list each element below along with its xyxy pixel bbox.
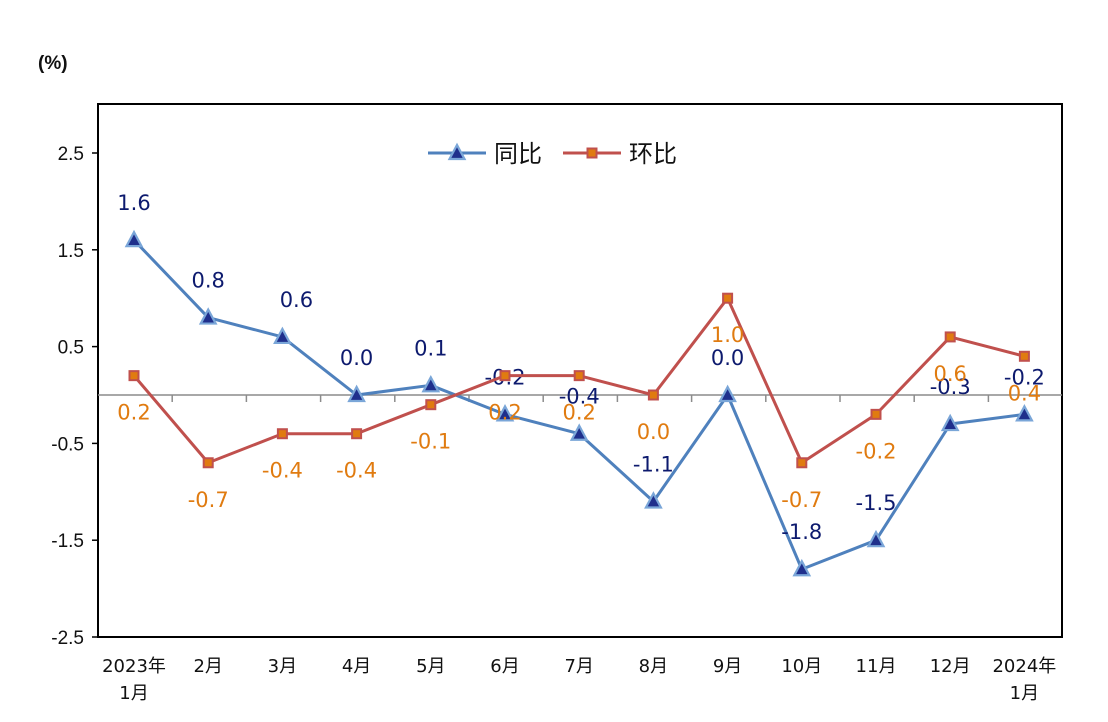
data-label: 0.6 <box>280 288 313 312</box>
mom-marker <box>202 457 214 469</box>
mom-marker <box>647 389 659 401</box>
mom-marker <box>128 370 140 382</box>
x-tick-label: 10月 <box>781 656 822 677</box>
data-label: -1.8 <box>781 520 822 544</box>
legend-item: 环比 <box>563 140 677 168</box>
y-tick-label: 0.5 <box>58 338 84 359</box>
mom-marker <box>1018 350 1030 362</box>
mom-marker <box>276 428 288 440</box>
yoy-marker <box>347 384 366 403</box>
yoy-marker <box>1015 404 1034 422</box>
yoy-marker <box>644 491 663 509</box>
yoy-marker <box>273 326 292 345</box>
x-tick-label: 3月 <box>268 656 297 677</box>
legend-label: 同比 <box>494 140 542 168</box>
data-label: 0.4 <box>1008 381 1041 405</box>
y-tick-label: -1.5 <box>51 531 84 552</box>
x-tick-label: 11月 <box>856 656 897 677</box>
data-label: -0.7 <box>188 488 229 512</box>
legend-marker <box>447 142 467 161</box>
mom-marker <box>870 408 882 420</box>
x-tick-label: 9月 <box>713 656 742 677</box>
yoy-marker <box>940 413 960 432</box>
x-tick-label: 12月 <box>930 656 971 677</box>
mom-marker <box>796 457 808 469</box>
plot-area <box>97 103 1063 638</box>
data-label: 0.0 <box>637 420 670 444</box>
data-label: 0.6 <box>933 362 966 386</box>
mom-marker <box>351 428 363 440</box>
legend: 同比 环比 <box>428 140 677 168</box>
x-tick-label: 2月 <box>193 656 222 677</box>
data-label: -0.7 <box>781 488 822 512</box>
data-label: -0.1 <box>410 430 451 454</box>
data-label: 0.2 <box>117 401 150 425</box>
series-layer: 1.6 0.8 0.6 0.0 0.1 -0.2 -0.4 -1.1 0.0 -1.8 -1.5 -0… <box>117 191 1045 577</box>
x-tick-label: 2023年 1月 <box>102 656 166 704</box>
x-axis: 2023年 1月 2月 3月 4月 5月 6月 7月 8月 9月 10月 11月 12月 2024年 1月 <box>98 394 1062 704</box>
data-label: -0.2 <box>856 439 897 463</box>
data-label: -1.5 <box>856 491 897 515</box>
yoy-marker <box>718 384 737 403</box>
x-tick-label: 6月 <box>490 656 519 677</box>
data-label: -0.4 <box>262 459 303 483</box>
mom-marker <box>573 370 585 382</box>
data-label: -0.3 <box>930 375 971 399</box>
data-label: 0.2 <box>488 401 521 425</box>
x-tick-label: 2024年 1月 <box>992 656 1056 704</box>
yoy-marker <box>495 404 515 422</box>
legend-item: 同比 <box>428 140 542 168</box>
legend-label: 环比 <box>629 140 677 168</box>
y-tick-label: 1.5 <box>58 241 84 262</box>
yoy-marker <box>792 558 812 577</box>
data-label: 1.0 <box>711 323 744 347</box>
series-yoy: 1.6 0.8 0.6 0.0 0.1 -0.2 -0.4 -1.1 0.0 -1.8 -1.5 -0… <box>117 191 1045 577</box>
data-label: 1.6 <box>117 191 150 215</box>
x-tick-label: 4月 <box>342 656 371 677</box>
data-label: -0.4 <box>336 459 377 483</box>
x-tick-label: 8月 <box>639 656 668 677</box>
data-label: 0.0 <box>711 346 744 370</box>
yoy-marker <box>198 307 218 325</box>
yoy-marker <box>569 423 589 441</box>
series-mom: 0.2-0.7-0.4 -0.4-0.10.2 0.20.01.0-0.7-0.20… <box>117 292 1041 512</box>
data-label: -1.1 <box>633 452 674 476</box>
y-axis: 2.5 1.5 0.5 -0.5 -1.5 -2.5 <box>51 144 98 649</box>
mom-marker <box>499 370 511 382</box>
mom-marker <box>944 331 956 343</box>
y-tick-label: -2.5 <box>51 628 84 649</box>
data-label: 0.2 <box>562 401 595 425</box>
legend-marker <box>586 147 598 159</box>
data-label: 0.1 <box>414 336 447 360</box>
data-label: 0.8 <box>191 269 224 293</box>
unit-label: (%) <box>38 53 68 74</box>
data-label: 0.0 <box>340 346 373 370</box>
y-tick-label: -0.5 <box>51 434 84 455</box>
data-label: -0.4 <box>559 385 600 409</box>
yoy-marker <box>421 374 441 393</box>
mom-marker <box>425 399 437 411</box>
x-tick-label: 7月 <box>564 656 593 677</box>
yoy-marker <box>124 229 144 248</box>
yoy-marker <box>866 529 886 548</box>
y-tick-label: 2.5 <box>58 144 84 165</box>
data-label: -0.2 <box>1004 365 1045 389</box>
mom-marker <box>722 292 734 304</box>
x-tick-label: 5月 <box>416 656 445 677</box>
